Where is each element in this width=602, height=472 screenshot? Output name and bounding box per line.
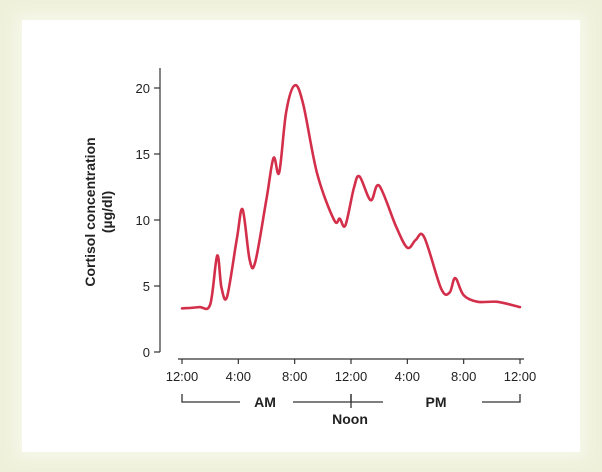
- period-label-pm: PM: [426, 394, 447, 410]
- y-tick-label: 5: [143, 279, 150, 294]
- y-tick-label: 10: [136, 213, 150, 228]
- period-brackets: [181, 394, 521, 408]
- y-tick-label: 15: [136, 147, 150, 162]
- y-tick-label: 0: [143, 345, 150, 360]
- pm-bracket: [351, 394, 521, 403]
- x-tick-label: 8:00: [282, 369, 307, 384]
- x-tick-label: 12:00: [166, 369, 199, 384]
- cortisol-series-line: [180, 83, 522, 311]
- y-tick-label: 20: [136, 81, 150, 96]
- x-tick-label: 4:00: [226, 369, 251, 384]
- y-axis-unit: (µg/dl): [99, 191, 115, 233]
- period-label-noon: Noon: [332, 411, 368, 427]
- x-tick-label: 12:00: [504, 369, 537, 384]
- x-tick-label: 12:00: [335, 369, 368, 384]
- x-tick-label: 8:00: [451, 369, 476, 384]
- period-label-am: AM: [254, 394, 276, 410]
- x-tick-label: 4:00: [395, 369, 420, 384]
- x-axis: 12:00 4:00 8:00 12:00 4:00 8:00 12:00: [166, 358, 537, 384]
- y-axis: 0 5 10 15 20: [136, 68, 161, 360]
- y-axis-title: Cortisol concentration: [82, 137, 98, 286]
- series-layer: [180, 83, 522, 311]
